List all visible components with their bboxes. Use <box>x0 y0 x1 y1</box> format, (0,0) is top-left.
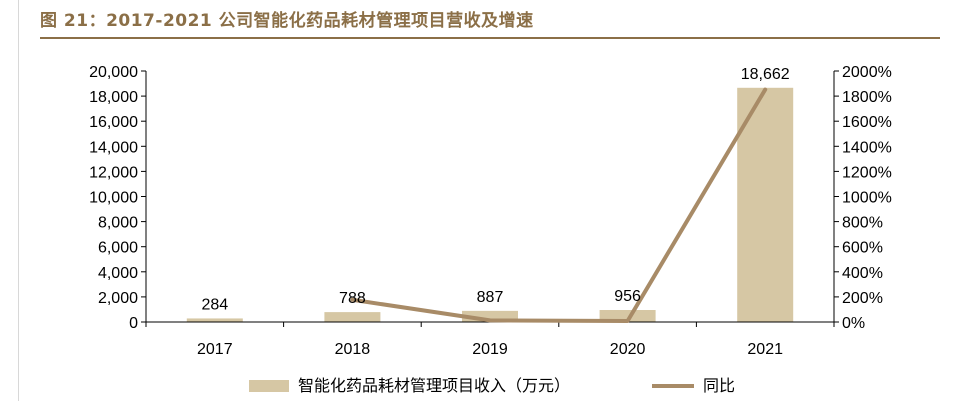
right-tick-label: 600% <box>842 240 883 257</box>
bar-data-label: 18,662 <box>741 66 790 83</box>
right-tick-label: 1200% <box>842 164 892 181</box>
legend-swatch-revenue <box>249 380 289 392</box>
x-tick-label: 2019 <box>472 341 508 358</box>
left-tick-label: 20,000 <box>89 64 138 81</box>
right-tick-label: 0% <box>842 315 865 332</box>
left-tick-label: 8,000 <box>98 215 138 232</box>
left-tick-label: 16,000 <box>89 114 138 131</box>
left-tick-label: 6,000 <box>98 240 138 257</box>
bar-data-label: 956 <box>614 288 641 305</box>
left-tick-label: 12,000 <box>89 164 138 181</box>
right-tick-label: 2000% <box>842 64 892 81</box>
page-left-rule <box>18 0 19 401</box>
left-tick-label: 0 <box>129 315 138 332</box>
right-tick-label: 1000% <box>842 190 892 207</box>
left-tick-label: 14,000 <box>89 139 138 156</box>
left-tick-label: 4,000 <box>98 265 138 282</box>
left-tick-label: 2,000 <box>98 290 138 307</box>
legend-label-revenue: 智能化药品耗材管理项目收入（万元） <box>298 376 570 395</box>
x-tick-label: 2017 <box>197 341 233 358</box>
bar-2017 <box>186 318 243 322</box>
legend-label-yoy: 同比 <box>703 376 735 395</box>
bar-data-label: 284 <box>201 296 228 313</box>
right-tick-label: 1600% <box>842 114 892 131</box>
figure-title: 图 21：2017-2021 公司智能化药品耗材管理项目营收及增速 <box>40 11 534 31</box>
bar-2021 <box>737 87 794 322</box>
bar-2019 <box>462 310 518 322</box>
right-tick-label: 1800% <box>842 89 892 106</box>
right-tick-label: 1400% <box>842 139 892 156</box>
x-tick-label: 2018 <box>335 341 371 358</box>
left-tick-label: 18,000 <box>89 89 138 106</box>
right-tick-label: 800% <box>842 215 883 232</box>
right-tick-label: 400% <box>842 265 883 282</box>
x-tick-label: 2020 <box>610 341 646 358</box>
x-tick-label: 2021 <box>747 341 783 358</box>
legend: 智能化药品耗材管理项目收入（万元） 同比 <box>249 376 735 395</box>
line-series-yoy <box>350 87 768 323</box>
right-tick-label: 200% <box>842 290 883 307</box>
bar-2020 <box>599 310 656 322</box>
left-tick-label: 10,000 <box>89 190 138 207</box>
bar-2018 <box>324 312 381 322</box>
bar-data-label: 887 <box>477 289 504 306</box>
bar-data-label: 788 <box>339 290 366 307</box>
title-rule <box>40 37 940 39</box>
